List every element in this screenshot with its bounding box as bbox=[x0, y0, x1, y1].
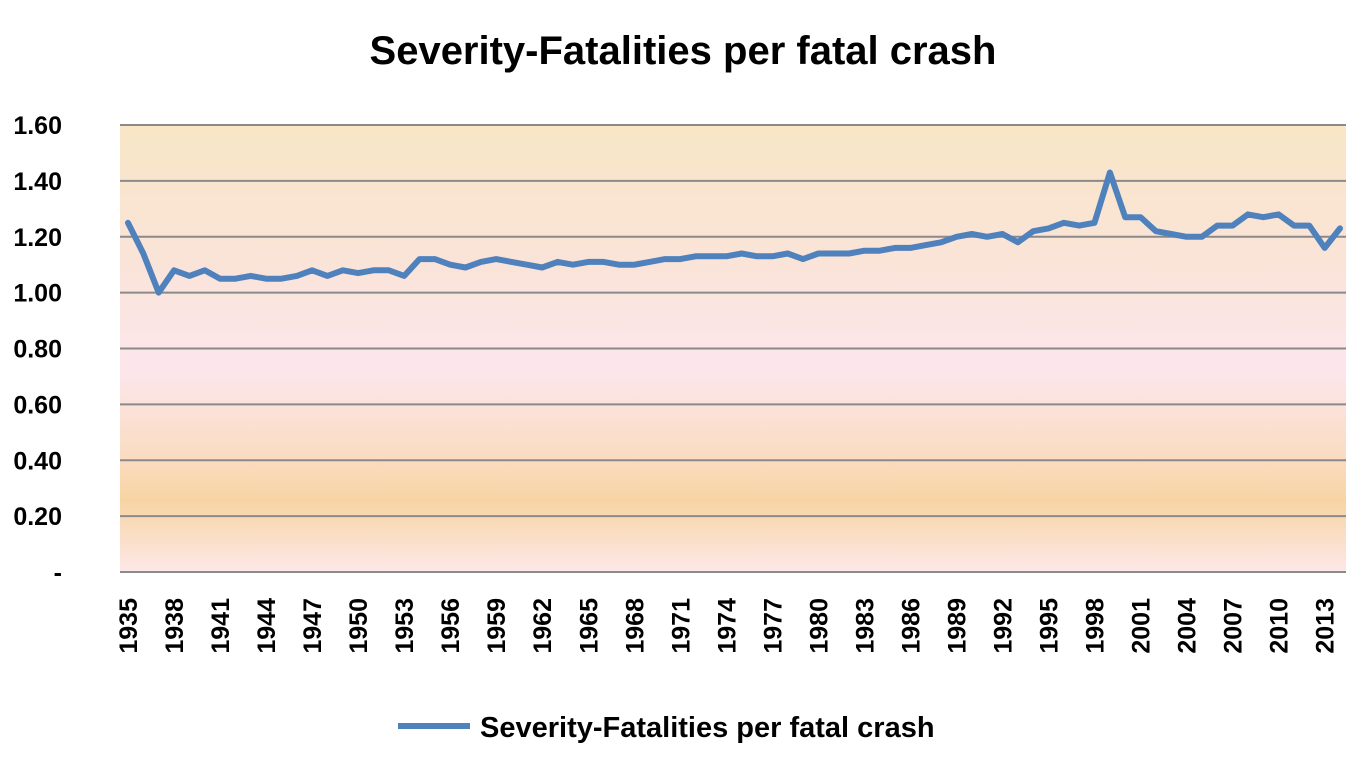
y-tick-label: - bbox=[54, 559, 62, 587]
x-tick-label: 1965 bbox=[575, 598, 603, 654]
x-tick-label: 2013 bbox=[1312, 598, 1340, 654]
x-tick-label: 1995 bbox=[1036, 598, 1064, 654]
series-line bbox=[125, 169, 1343, 296]
series-layer bbox=[125, 169, 1343, 296]
y-tick-label: 1.20 bbox=[13, 224, 62, 252]
y-tick-label: 1.60 bbox=[13, 112, 62, 140]
x-tick-label: 1980 bbox=[805, 598, 833, 654]
x-tick-label: 2010 bbox=[1266, 598, 1294, 654]
y-tick-label: 1.40 bbox=[13, 168, 62, 196]
x-tick-label: 1977 bbox=[759, 598, 787, 654]
x-tick-label: 1971 bbox=[667, 598, 695, 654]
x-tick-label: 1941 bbox=[207, 598, 235, 654]
y-tick-label: 0.60 bbox=[13, 391, 62, 419]
x-tick-label: 1992 bbox=[989, 598, 1017, 654]
y-tick-label: 1.00 bbox=[13, 280, 62, 308]
x-tick-label: 1953 bbox=[391, 598, 419, 654]
y-tick-label: 0.20 bbox=[13, 503, 62, 531]
x-tick-label: 1950 bbox=[345, 598, 373, 654]
y-tick-label: 0.80 bbox=[13, 336, 62, 364]
gridlines bbox=[120, 124, 1346, 573]
y-axis-ticks: - 0.20 0.40 0.60 0.80 1.00 1.20 1.40 1.60 bbox=[13, 112, 62, 587]
legend: Severity-Fatalities per fatal crash bbox=[398, 712, 935, 744]
x-tick-label: 1935 bbox=[115, 598, 143, 654]
x-tick-label: 1989 bbox=[943, 598, 971, 654]
x-tick-label: 1959 bbox=[483, 598, 511, 654]
x-tick-label: 1968 bbox=[621, 598, 649, 654]
x-tick-label: 2007 bbox=[1220, 598, 1248, 654]
x-tick-label: 2004 bbox=[1174, 598, 1202, 654]
x-tick-label: 1962 bbox=[529, 598, 557, 654]
x-tick-label: 1944 bbox=[253, 598, 281, 654]
chart-title: Severity-Fatalities per fatal crash bbox=[370, 29, 997, 73]
x-tick-label: 1983 bbox=[851, 598, 879, 654]
x-tick-label: 1938 bbox=[161, 598, 189, 654]
legend-label: Severity-Fatalities per fatal crash bbox=[480, 712, 935, 744]
x-tick-label: 2001 bbox=[1128, 598, 1156, 654]
x-tick-label: 1998 bbox=[1082, 598, 1110, 654]
x-tick-label: 1956 bbox=[437, 598, 465, 654]
x-tick-label: 1947 bbox=[299, 598, 327, 654]
x-tick-label: 1974 bbox=[713, 598, 741, 654]
y-tick-label: 0.40 bbox=[13, 447, 62, 475]
x-axis-ticks: 1935 1938 1941 1944 1947 1950 1953 1956 1959 1962… bbox=[115, 598, 1340, 654]
x-tick-label: 1986 bbox=[897, 598, 925, 654]
